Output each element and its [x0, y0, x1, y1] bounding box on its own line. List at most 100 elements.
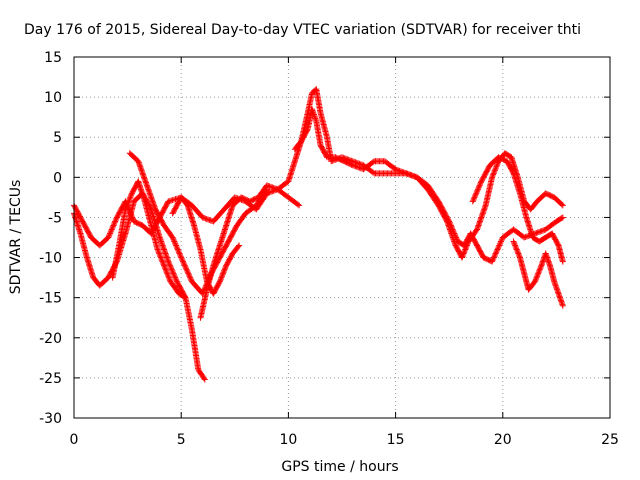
data-point [533, 274, 540, 281]
data-point [127, 193, 134, 200]
data-point [531, 278, 538, 285]
data-point [472, 193, 479, 200]
data-point [166, 261, 173, 268]
series-arc-8 [469, 154, 566, 265]
data-point [559, 258, 566, 265]
data-point [522, 233, 529, 240]
data-point [157, 254, 164, 261]
data-point [181, 261, 188, 268]
data-point [167, 262, 174, 269]
data-point [411, 173, 418, 180]
data-point [474, 187, 481, 194]
data-point [218, 273, 225, 280]
data-point [534, 273, 541, 280]
data-point [178, 255, 185, 262]
data-point [173, 243, 180, 250]
y-tick-label: -10 [39, 251, 62, 267]
data-point [124, 201, 131, 208]
data-point [369, 159, 376, 166]
x-axis-label: GPS time / hours [281, 459, 398, 475]
data-series [71, 86, 566, 383]
data-point [536, 267, 543, 274]
data-point [558, 215, 565, 222]
data-point [168, 265, 175, 272]
data-point [199, 214, 206, 221]
data-point [490, 171, 497, 178]
data-point [448, 223, 455, 230]
data-point [497, 239, 504, 246]
data-point [460, 251, 467, 258]
data-point [217, 277, 224, 284]
data-point [128, 191, 135, 198]
data-point [108, 226, 115, 233]
data-point [447, 221, 454, 228]
data-point [181, 262, 188, 269]
data-point [472, 191, 479, 198]
data-point [473, 190, 480, 197]
data-point [449, 226, 456, 233]
data-point [446, 219, 453, 226]
data-point [469, 198, 476, 205]
data-point [178, 254, 185, 261]
data-point [440, 208, 447, 215]
data-point [493, 247, 500, 254]
x-tick-label: 20 [494, 432, 512, 448]
data-point [513, 246, 520, 253]
series-arc-4 [126, 150, 270, 297]
data-point [442, 212, 449, 219]
data-point [489, 172, 496, 179]
data-point [489, 174, 496, 181]
data-point [490, 254, 497, 261]
data-point [182, 265, 189, 272]
data-point [533, 229, 540, 236]
data-point [474, 186, 481, 193]
data-point [158, 255, 165, 262]
data-point [164, 271, 171, 278]
data-point [181, 293, 188, 300]
data-point [155, 249, 162, 256]
data-point [403, 170, 410, 177]
data-point [410, 172, 417, 179]
axis-ticks: 0 5 10 15 20 25 -30 -25 -20 -15 -10 -5 0 5 10 15 [39, 50, 619, 448]
data-point [400, 169, 407, 176]
x-tick-label: 0 [70, 432, 79, 448]
data-point [294, 201, 301, 208]
data-point [538, 227, 545, 234]
data-point [172, 274, 179, 281]
series-arc-7 [291, 106, 566, 265]
data-point [441, 209, 448, 216]
data-point [266, 183, 273, 190]
chart-title: Day 176 of 2015, Sidereal Day-to-day VTE… [24, 22, 581, 38]
data-point [183, 266, 190, 273]
data-point [170, 235, 177, 242]
data-point [498, 238, 505, 245]
data-point [109, 225, 116, 232]
grid-lines [74, 57, 610, 418]
data-point [437, 202, 444, 209]
data-point [165, 259, 172, 266]
data-point [442, 210, 449, 217]
series-arc-6 [197, 86, 566, 321]
data-point [186, 273, 193, 280]
data-point [125, 198, 132, 205]
data-point [174, 245, 181, 252]
data-point [265, 182, 272, 189]
data-point [412, 173, 419, 180]
data-point [491, 168, 498, 175]
data-point [122, 206, 129, 213]
data-point [446, 218, 453, 225]
data-point [397, 168, 404, 175]
data-point [453, 235, 460, 242]
data-point [395, 167, 402, 174]
data-point [127, 194, 134, 201]
data-point [438, 204, 445, 211]
data-point [404, 170, 411, 177]
data-point [498, 237, 505, 244]
data-point [171, 273, 178, 280]
data-point [493, 249, 500, 256]
data-point [165, 258, 172, 265]
data-point [477, 179, 484, 186]
data-point [492, 166, 499, 173]
data-point [182, 294, 189, 301]
data-point [266, 189, 273, 196]
